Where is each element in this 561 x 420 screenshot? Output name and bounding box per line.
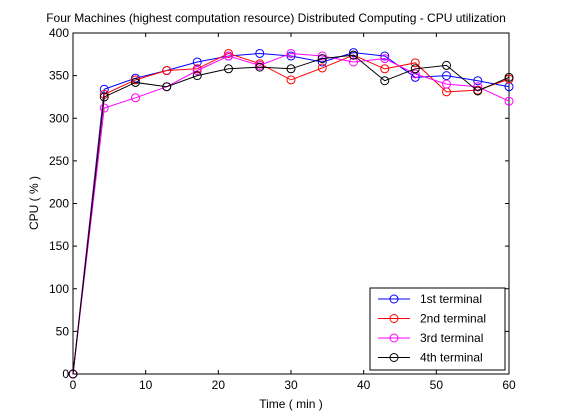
data-point xyxy=(442,60,452,70)
legend: 1st terminal 2nd terminal 3rd terminal 4th … xyxy=(369,287,506,371)
data-point xyxy=(504,72,514,82)
data-point xyxy=(348,57,358,67)
data-point xyxy=(317,54,327,64)
data-point xyxy=(348,48,358,58)
chart-title: Four Machines (highest computation resou… xyxy=(46,11,506,25)
y-tick-label: 400 xyxy=(49,26,69,40)
data-point xyxy=(99,103,109,113)
legend-entry-label: 1st terminal xyxy=(420,292,482,306)
data-point xyxy=(192,71,202,81)
x-tick-label: 40 xyxy=(357,378,371,392)
data-point xyxy=(504,96,514,106)
y-tick-label: 350 xyxy=(49,69,69,83)
series-line-2 xyxy=(72,52,510,375)
series-line-1 xyxy=(72,52,510,375)
data-point xyxy=(224,48,234,58)
series-line-4 xyxy=(72,54,510,375)
legend-swatch-marker xyxy=(389,294,399,304)
legend-entry-label: 4th terminal xyxy=(420,351,483,365)
data-point xyxy=(130,75,140,85)
data-point xyxy=(473,86,483,96)
y-axis-label: CPU ( % ) xyxy=(27,176,41,230)
y-tick-label: 100 xyxy=(49,282,69,296)
x-tick-label: 10 xyxy=(139,378,153,392)
x-axis-label: Time ( min ) xyxy=(259,397,323,411)
data-point xyxy=(380,76,390,86)
data-point xyxy=(442,79,452,89)
x-tick-label: 20 xyxy=(212,378,226,392)
data-point xyxy=(130,93,140,103)
data-point xyxy=(286,64,296,74)
data-point xyxy=(410,64,420,74)
data-point xyxy=(410,58,420,68)
data-point xyxy=(286,75,296,85)
data-point xyxy=(410,72,420,82)
legend-box xyxy=(369,287,506,371)
data-point xyxy=(348,50,358,60)
y-tick-label: 50 xyxy=(56,324,70,338)
data-point xyxy=(68,369,78,379)
legend-swatch-marker xyxy=(389,314,399,323)
data-point xyxy=(317,63,327,73)
y-tick-label: 0 xyxy=(62,367,69,381)
data-point xyxy=(192,66,202,76)
data-point xyxy=(317,51,327,61)
legend-swatch-marker xyxy=(389,353,399,362)
data-point xyxy=(99,92,109,102)
data-point xyxy=(380,64,390,74)
x-tick-label: 0 xyxy=(70,378,77,392)
data-point xyxy=(130,77,140,87)
data-point xyxy=(380,54,390,64)
y-tick-label: 200 xyxy=(49,197,69,211)
y-tick-label: 300 xyxy=(49,111,69,125)
data-point xyxy=(473,76,483,86)
data-point xyxy=(255,48,265,58)
data-point xyxy=(224,51,234,61)
legend-entry-label: 2nd terminal xyxy=(420,312,486,326)
data-point xyxy=(380,51,390,61)
y-tick-label: 150 xyxy=(49,239,69,253)
data-point xyxy=(192,57,202,67)
plot-area: 0 10 20 30 40 50 60 0 50 100 150 200 250 300 350 400 xyxy=(49,26,516,392)
data-point xyxy=(162,66,172,76)
legend-swatch-marker xyxy=(389,333,399,343)
data-point xyxy=(442,71,452,81)
y-tick-label: 250 xyxy=(49,154,69,168)
series-line-3 xyxy=(72,52,510,375)
data-point xyxy=(286,48,296,58)
data-point xyxy=(410,69,420,79)
data-point xyxy=(255,62,265,72)
legend-entry-label: 3rd terminal xyxy=(420,331,483,345)
x-tick-label: 50 xyxy=(430,378,444,392)
x-tick-label: 60 xyxy=(502,378,516,392)
data-point xyxy=(224,64,234,74)
data-point xyxy=(317,57,327,67)
x-tick-label: 30 xyxy=(284,378,298,392)
data-point xyxy=(162,82,172,92)
data-point xyxy=(286,51,296,61)
